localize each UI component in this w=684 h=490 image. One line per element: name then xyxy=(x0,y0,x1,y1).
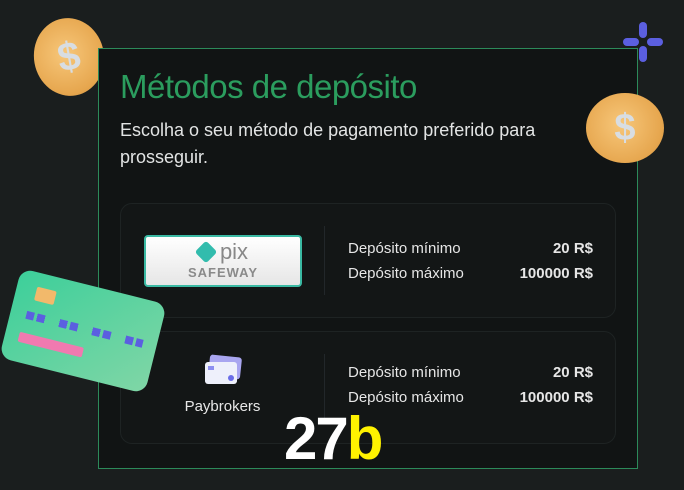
paybrokers-label: Paybrokers xyxy=(184,398,261,415)
min-deposit-value: 20 R$ xyxy=(552,240,593,257)
payment-method-paybrokers[interactable]: Paybrokers Depósito mínimo 20 R$ Depósito… xyxy=(120,331,616,444)
pix-safeway-logo: pix SAFEWAY xyxy=(144,235,302,287)
max-deposit-label: Depósito máximo xyxy=(348,389,464,406)
min-deposit-label: Depósito mínimo xyxy=(348,364,461,381)
brand-logo-part1: 27 xyxy=(284,405,349,472)
divider xyxy=(324,226,325,295)
pix-icon xyxy=(194,240,218,264)
min-deposit-label: Depósito mínimo xyxy=(348,240,461,257)
max-deposit-value: 100000 R$ xyxy=(519,265,593,282)
credit-card-icon xyxy=(205,354,242,384)
page-subtitle: Escolha o seu método de pagamento prefer… xyxy=(120,120,536,167)
max-deposit-value: 100000 R$ xyxy=(519,389,593,406)
sparkle-icon xyxy=(623,22,663,62)
brand-logo-part2: b xyxy=(346,405,384,472)
payment-method-pix[interactable]: pix SAFEWAY Depósito mínimo 20 R$ Depósit… xyxy=(120,203,616,318)
coin-decoration-icon: $ xyxy=(586,93,664,163)
brand-logo: 27b xyxy=(284,404,384,473)
safeway-logo-text: SAFEWAY xyxy=(187,265,259,280)
divider xyxy=(324,354,325,421)
page-title: Métodos de depósito xyxy=(120,68,417,105)
max-deposit-label: Depósito máximo xyxy=(348,265,464,282)
pix-logo-text: pix xyxy=(219,239,249,264)
min-deposit-value: 20 R$ xyxy=(552,364,593,381)
